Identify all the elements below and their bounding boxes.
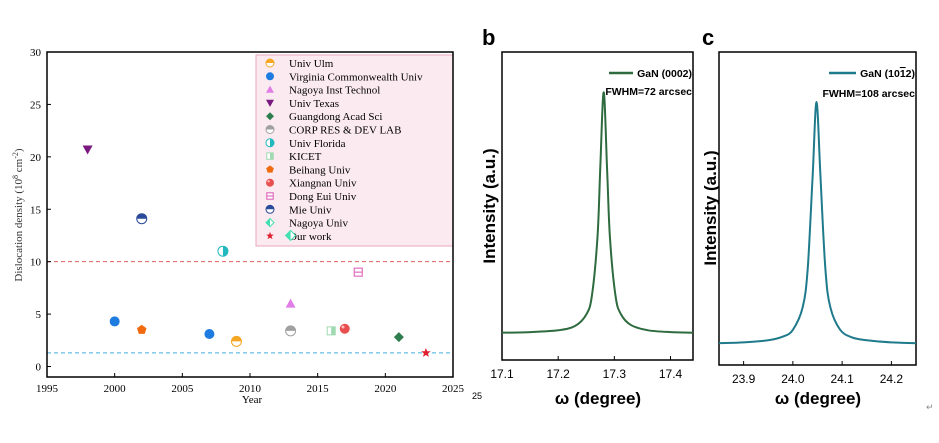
data-point [353, 267, 363, 277]
legend-item: Virginia Commonwealth Univ [289, 71, 423, 83]
x-tick-label: 17.4 [659, 367, 683, 381]
x-tick-label: 2010 [239, 383, 262, 395]
legend-item: Univ Florida [289, 138, 346, 150]
y-tick-label: 15 [30, 204, 42, 216]
y-tick-label: 20 [30, 152, 42, 164]
y-tick-label: 0 [36, 362, 42, 374]
panel-c-rocking-curve: c 23.9 24.0 24.1 24.2 GaN (1012) FWHM=108 a… [701, 25, 934, 412]
legend-item: KICET [289, 151, 322, 163]
legend-item: Beihang Univ [289, 164, 351, 176]
x-tick-label: 24.1 [830, 372, 854, 386]
panel-label-b: b [482, 25, 495, 50]
legend-item: Guangdong Acad Sci [289, 111, 382, 123]
series-line-gan-10-12 [718, 100, 917, 345]
x-tick-label: 2000 [104, 383, 127, 395]
y-tick-label: 30 [30, 47, 42, 59]
legend-marker [266, 112, 274, 121]
data-point [326, 326, 336, 336]
data-point [109, 316, 120, 327]
plot-frame-b [501, 51, 694, 361]
legend-marker [265, 58, 275, 68]
stray-text-fragment: 25 [472, 391, 482, 401]
x-axis-label-c: ω (degree) [775, 389, 861, 408]
data-point [136, 213, 148, 225]
x-tick-label: 2005 [171, 383, 194, 395]
legend-item: Mie Univ [289, 204, 332, 216]
y-tick-label: 25 [30, 99, 42, 111]
data-point [339, 323, 350, 334]
legend-marker [266, 231, 274, 240]
legend-marker [266, 99, 274, 107]
legend-marker [266, 192, 274, 200]
x-tick-label: 17.1 [490, 367, 514, 381]
legend-label-b: GaN (0002) [637, 68, 692, 80]
x-tick-label: 2025 [442, 383, 465, 395]
x-axis-label: Year [242, 394, 263, 406]
data-point [82, 145, 93, 155]
y-tick-label: 10 [30, 257, 42, 269]
data-point [137, 324, 147, 334]
legend-item: Univ Texas [289, 98, 339, 110]
data-point [230, 335, 242, 347]
data-point [421, 347, 431, 357]
data-point [217, 245, 229, 257]
panel-b-rocking-curve: b 17.1 17.2 17.3 17.4 GaN (0002) FWHM=72 ar… [472, 25, 694, 408]
legend-item: Nagoya Univ [289, 218, 348, 230]
legend-item: Our work [289, 231, 332, 243]
legend-marker [266, 72, 274, 81]
plot-frame-c [718, 51, 917, 366]
y-axis-label: Dislocation density (108 cm-2) [11, 148, 25, 282]
legend-item: Univ Ulm [289, 58, 334, 70]
x-tick-label: 1995 [36, 383, 59, 395]
legend-marker [265, 125, 275, 134]
legend-marker [266, 152, 274, 160]
fwhm-annotation-b: FWHM=72 arcsec [605, 86, 692, 98]
legend-item: CORP RES & DEV LAB [289, 125, 401, 137]
return-mark: ↵ [926, 402, 934, 412]
series-line-gan-0002 [501, 91, 694, 334]
legend-item: Xiangnan Univ [289, 178, 357, 190]
x-tick-label: 24.2 [880, 372, 904, 386]
legend-marker [265, 138, 275, 148]
data-point [285, 298, 296, 308]
y-axis-label-b: Intensity (a.u.) [480, 148, 499, 263]
x-tick-label: 17.2 [546, 367, 570, 381]
y-axis-label-c: Intensity (a.u.) [701, 150, 720, 265]
legend-marker [265, 217, 275, 228]
fwhm-annotation-c: FWHM=108 arcsec [822, 88, 915, 100]
legend-label-c: GaN (1012) [860, 68, 915, 80]
legend-marker [266, 85, 274, 93]
y-tick-label: 5 [36, 309, 42, 321]
legend-item: Dong Eui Univ [289, 191, 357, 203]
panel-label-c: c [702, 25, 714, 50]
legend-marker [265, 204, 275, 214]
legend-marker [266, 165, 274, 173]
x-tick-label: 2015 [307, 383, 330, 395]
x-tick-label: 24.0 [781, 372, 805, 386]
x-tick-label: 17.3 [603, 367, 627, 381]
x-axis-label-b: ω (degree) [555, 389, 641, 408]
data-point [204, 329, 215, 340]
legend-marker [266, 178, 274, 187]
x-tick-label: 2020 [374, 383, 397, 395]
data-point [284, 229, 297, 242]
data-point [393, 332, 404, 343]
data-point [285, 325, 297, 337]
x-tick-label: 23.9 [732, 372, 756, 386]
legend-item: Nagoya Inst Technol [289, 85, 380, 97]
